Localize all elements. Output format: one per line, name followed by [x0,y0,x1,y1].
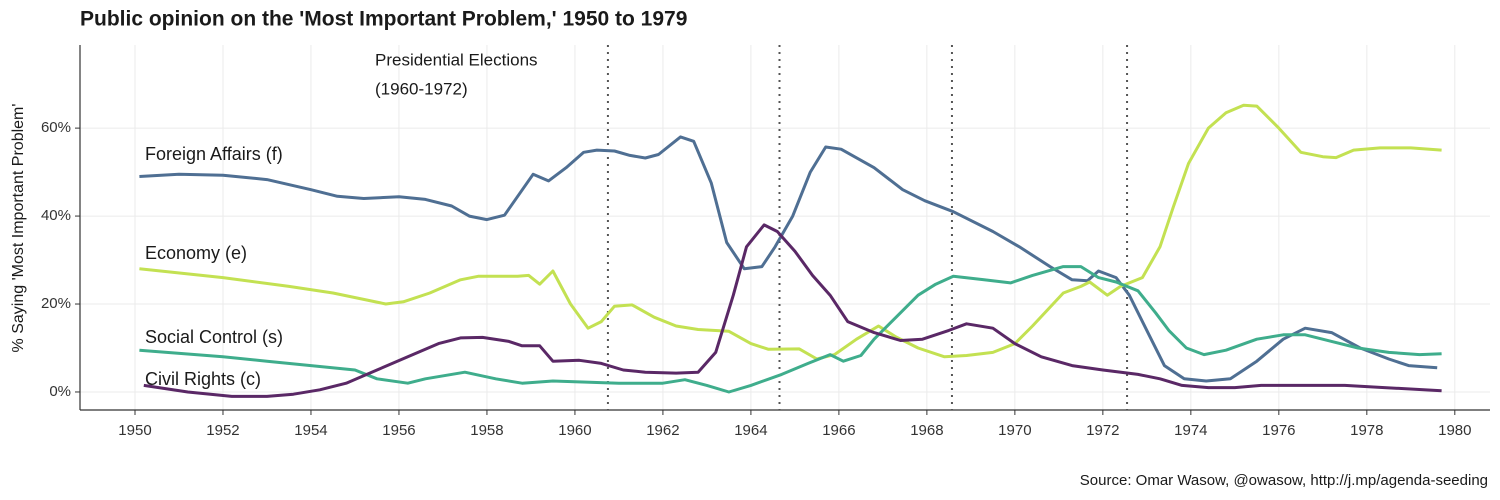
x-tick-label: 1960 [558,422,591,439]
series-label: Economy (e) [145,243,247,263]
series-label: Foreign Affairs (f) [145,144,283,164]
x-tick-label: 1964 [734,422,767,439]
x-tick-label: 1954 [294,422,327,439]
y-axis-label: % Saying 'Most Important Problem' [10,104,27,353]
y-tick-label: 20% [41,295,71,312]
series-label: Social Control (s) [145,327,283,347]
x-tick-label: 1952 [206,422,239,439]
x-tick-label: 1970 [998,422,1031,439]
x-tick-label: 1972 [1086,422,1119,439]
series-line [143,223,1442,398]
series-line [139,265,1442,394]
x-tick-label: 1958 [470,422,503,439]
series-label: Civil Rights (c) [145,369,261,389]
annotation: (1960-1972) [375,79,468,98]
x-tick-label: 1976 [1262,422,1295,439]
y-tick-label: 40% [41,207,71,224]
annotation: Presidential Elections [375,50,538,69]
x-tick-label: 1956 [382,422,415,439]
y-tick-label: 0% [49,383,71,400]
x-tick-label: 1980 [1438,422,1471,439]
series-line [139,103,1442,361]
caption: Source: Omar Wasow, @owasow, http://j.mp… [1080,472,1488,489]
x-tick-label: 1968 [910,422,943,439]
x-tick-label: 1978 [1350,422,1383,439]
x-tick-label: 1950 [118,422,151,439]
x-tick-label: 1962 [646,422,679,439]
chart-title: Public opinion on the 'Most Important Pr… [80,8,687,31]
x-tick-label: 1974 [1174,422,1207,439]
series-line [139,135,1438,383]
x-tick-label: 1966 [822,422,855,439]
y-tick-label: 60% [41,119,71,136]
